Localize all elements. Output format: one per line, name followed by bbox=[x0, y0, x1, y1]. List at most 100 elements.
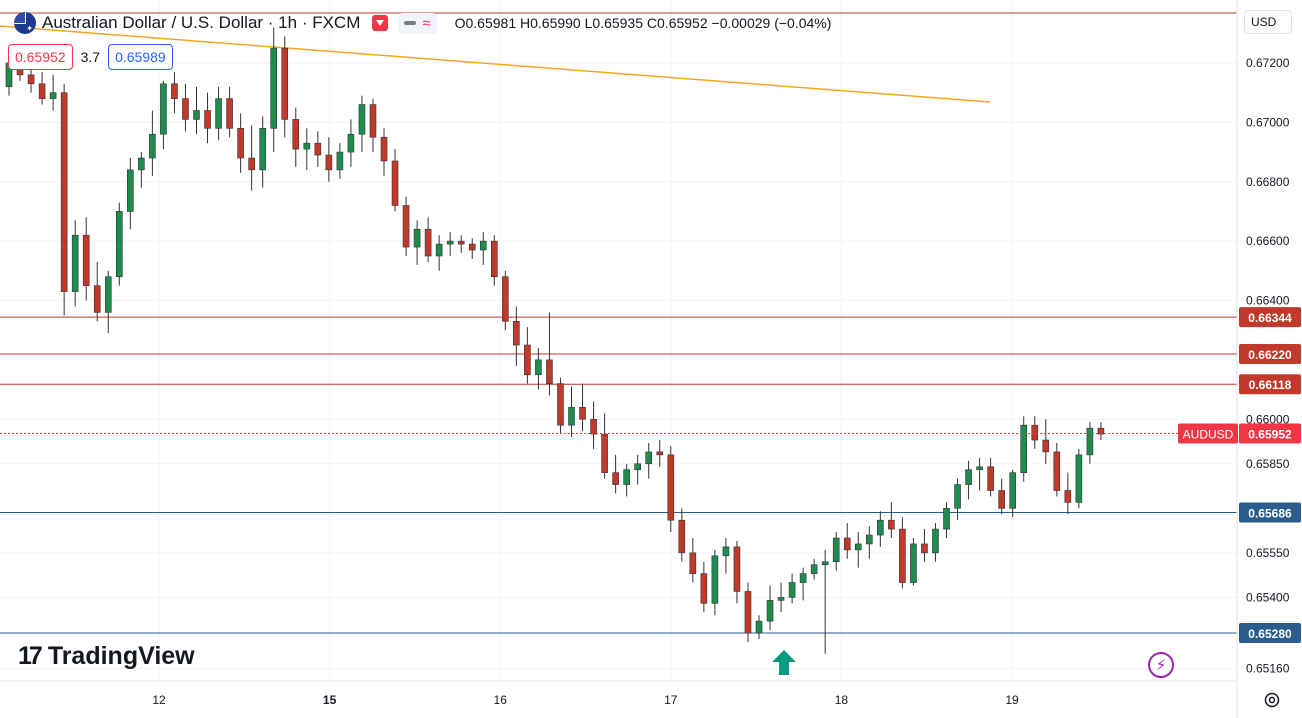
candle[interactable] bbox=[27, 65, 35, 93]
candle[interactable] bbox=[810, 558, 818, 580]
candle[interactable] bbox=[237, 113, 244, 173]
candle[interactable] bbox=[358, 95, 366, 153]
candle[interactable] bbox=[590, 401, 597, 449]
trendline[interactable] bbox=[0, 25, 991, 103]
candle[interactable] bbox=[226, 86, 233, 138]
candle[interactable] bbox=[259, 116, 266, 188]
candle[interactable] bbox=[601, 413, 608, 479]
candle[interactable] bbox=[424, 217, 432, 262]
sell-button[interactable]: 0.65952 bbox=[8, 44, 73, 70]
candle[interactable] bbox=[93, 261, 101, 322]
candle[interactable] bbox=[490, 235, 498, 286]
candle[interactable] bbox=[667, 445, 675, 533]
candle[interactable] bbox=[711, 549, 719, 616]
candle[interactable] bbox=[877, 511, 884, 547]
candle[interactable] bbox=[325, 137, 333, 182]
candle[interactable] bbox=[115, 202, 123, 286]
candle[interactable] bbox=[204, 92, 211, 144]
candle[interactable] bbox=[1075, 448, 1083, 509]
candle[interactable] bbox=[402, 196, 410, 256]
candle[interactable] bbox=[689, 538, 697, 583]
buy-button[interactable]: 0.65989 bbox=[108, 44, 173, 70]
candle[interactable] bbox=[1086, 422, 1094, 464]
candle[interactable] bbox=[347, 119, 355, 167]
candle[interactable] bbox=[215, 86, 222, 141]
candle[interactable] bbox=[766, 585, 774, 631]
candle[interactable] bbox=[634, 454, 641, 485]
candle[interactable] bbox=[435, 235, 443, 271]
candle[interactable] bbox=[899, 517, 906, 589]
candle[interactable] bbox=[1064, 472, 1072, 515]
candle[interactable] bbox=[987, 457, 994, 497]
candle[interactable] bbox=[1031, 416, 1039, 449]
candle[interactable] bbox=[612, 454, 619, 494]
candle[interactable] bbox=[645, 443, 653, 479]
candle[interactable] bbox=[579, 383, 586, 432]
indicator-toggle[interactable]: ≈ bbox=[398, 12, 437, 34]
market-status-icon[interactable] bbox=[372, 15, 389, 31]
candle[interactable] bbox=[854, 532, 862, 568]
candle[interactable] bbox=[722, 538, 730, 574]
candle[interactable] bbox=[799, 567, 807, 601]
candle[interactable] bbox=[270, 27, 278, 153]
candle[interactable] bbox=[138, 152, 145, 188]
candle[interactable] bbox=[888, 502, 895, 538]
candle[interactable] bbox=[171, 71, 178, 114]
lightning-icon[interactable]: ⚡ bbox=[1148, 652, 1174, 678]
candle[interactable] bbox=[38, 71, 46, 105]
candle[interactable] bbox=[281, 36, 289, 138]
candle[interactable] bbox=[656, 440, 664, 467]
candle[interactable] bbox=[843, 523, 851, 559]
candle[interactable] bbox=[921, 529, 928, 562]
candle[interactable] bbox=[821, 549, 829, 654]
candle[interactable] bbox=[932, 523, 939, 562]
candle[interactable] bbox=[336, 143, 344, 179]
candle[interactable] bbox=[965, 460, 972, 500]
candle[interactable] bbox=[976, 457, 983, 491]
candle[interactable] bbox=[1053, 443, 1061, 497]
candle[interactable] bbox=[943, 502, 950, 538]
candle[interactable] bbox=[524, 327, 531, 384]
candle[interactable] bbox=[623, 463, 630, 497]
candle[interactable] bbox=[777, 582, 785, 613]
candle[interactable] bbox=[1009, 469, 1016, 518]
candle[interactable] bbox=[479, 232, 487, 265]
candle[interactable] bbox=[557, 377, 564, 435]
candle[interactable] bbox=[380, 128, 388, 176]
candle[interactable] bbox=[49, 74, 57, 111]
candle[interactable] bbox=[1020, 416, 1028, 482]
candle[interactable] bbox=[998, 478, 1005, 515]
candle[interactable] bbox=[303, 128, 311, 170]
candle[interactable] bbox=[832, 532, 840, 571]
candle[interactable] bbox=[193, 86, 200, 135]
candle[interactable] bbox=[755, 615, 763, 639]
candle[interactable] bbox=[1042, 419, 1050, 464]
candle[interactable] bbox=[149, 110, 156, 176]
candle[interactable] bbox=[546, 312, 553, 396]
candle[interactable] bbox=[127, 158, 134, 230]
candle[interactable] bbox=[292, 107, 300, 167]
candle[interactable] bbox=[788, 573, 796, 604]
candle[interactable] bbox=[60, 83, 68, 316]
candle[interactable] bbox=[700, 561, 708, 613]
candle[interactable] bbox=[457, 235, 465, 253]
candle[interactable] bbox=[866, 526, 873, 559]
candle[interactable] bbox=[314, 131, 322, 167]
settings-gear-icon[interactable] bbox=[1262, 690, 1282, 710]
candle[interactable] bbox=[369, 98, 377, 153]
candle[interactable] bbox=[733, 540, 741, 604]
symbol-title[interactable]: Australian Dollar / U.S. Dollar · 1h · F… bbox=[42, 13, 361, 32]
candle[interactable] bbox=[391, 149, 399, 212]
candle[interactable] bbox=[568, 386, 575, 438]
candle[interactable] bbox=[182, 83, 189, 132]
candle[interactable] bbox=[104, 270, 112, 334]
candle[interactable] bbox=[160, 80, 167, 150]
candle[interactable] bbox=[513, 306, 520, 366]
candle[interactable] bbox=[446, 232, 454, 256]
candle[interactable] bbox=[71, 220, 79, 307]
candle[interactable] bbox=[535, 348, 542, 390]
candle[interactable] bbox=[744, 582, 752, 642]
candle[interactable] bbox=[678, 508, 686, 562]
candle[interactable] bbox=[502, 270, 509, 331]
